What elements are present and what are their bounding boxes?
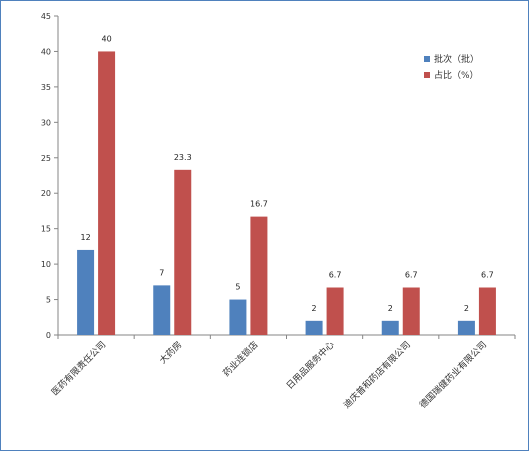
y-tick-label: 25 — [41, 154, 51, 163]
data-label: 12 — [80, 233, 90, 242]
data-label: 40 — [101, 34, 111, 43]
data-label: 16.7 — [250, 200, 268, 209]
bars — [77, 51, 496, 335]
bar-batches — [381, 320, 399, 335]
data-label: 2 — [388, 304, 393, 313]
bar-batches — [77, 249, 95, 335]
legend-swatch — [424, 56, 430, 62]
category-label: 大药房 — [157, 339, 185, 367]
bar-batches — [153, 285, 171, 335]
y-tick-label: 15 — [41, 225, 51, 234]
category-labels: 医药有限责任公司 大药房 药业连锁店 日用品服务中心 迪庆普和药店有限公司 德国瑞健药业有… — [49, 339, 489, 411]
category-label: 德国瑞健药业有限公司 — [417, 339, 489, 411]
y-tick-label: 30 — [41, 118, 51, 127]
bar-batches — [305, 320, 323, 335]
category-label: 日用品服务中心 — [284, 339, 337, 392]
data-labels: 12 40 7 23.3 5 16.7 2 6.7 2 6.7 2 6.7 — [80, 34, 493, 312]
legend-label: 批次（批） — [434, 53, 479, 65]
legend-swatch — [424, 72, 430, 78]
bar-percent — [478, 287, 496, 335]
bar-percent — [98, 51, 116, 335]
legend-label: 占比（%） — [434, 69, 479, 81]
category-label: 医药有限责任公司 — [49, 339, 108, 398]
bar-batches — [229, 299, 247, 335]
y-tick-label: 40 — [41, 47, 51, 56]
bar-percent — [326, 287, 344, 335]
data-label: 7 — [159, 268, 164, 277]
y-tick-label: 35 — [41, 83, 51, 92]
bar-percent — [174, 169, 192, 335]
bar-percent — [250, 216, 268, 335]
data-label: 6.7 — [481, 271, 494, 280]
category-label: 迪庆普和药店有限公司 — [341, 339, 413, 411]
y-tick-label: 0 — [46, 331, 51, 340]
data-label: 6.7 — [329, 271, 342, 280]
y-tick-label: 10 — [41, 260, 51, 269]
bar-batches — [457, 320, 475, 335]
data-label: 2 — [312, 304, 317, 313]
data-label: 23.3 — [174, 153, 192, 162]
data-label: 2 — [464, 304, 469, 313]
legend: 批次（批） 占比（%） — [424, 53, 479, 81]
y-tick-label: 45 — [41, 12, 51, 21]
y-tick-label: 20 — [41, 189, 51, 198]
data-label: 6.7 — [405, 271, 418, 280]
y-tick-label: 5 — [46, 296, 51, 305]
category-label: 药业连锁店 — [220, 339, 260, 379]
bar-percent — [402, 287, 420, 335]
data-label: 5 — [235, 283, 240, 292]
